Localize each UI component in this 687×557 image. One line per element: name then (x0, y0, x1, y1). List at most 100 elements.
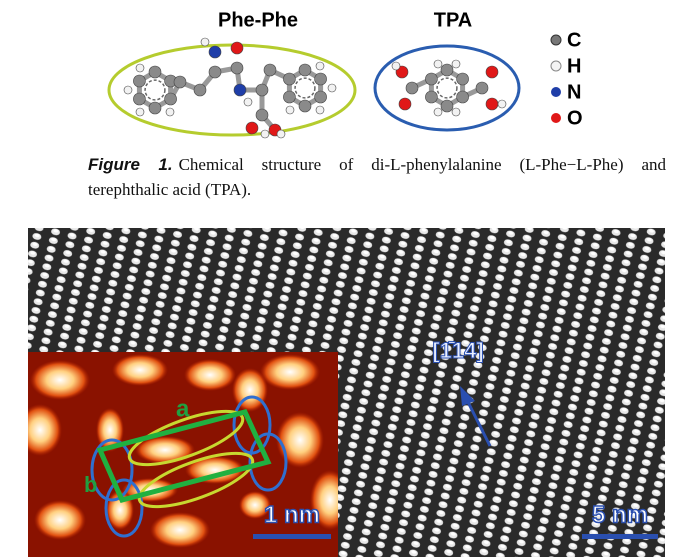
stm-lattice (28, 228, 665, 557)
aromatic-ring (144, 79, 166, 101)
legend-ball (550, 60, 562, 72)
atom (133, 92, 146, 106)
atom (298, 63, 312, 77)
caption-label: Figure 1. (88, 155, 173, 174)
atom (283, 90, 296, 104)
atom (433, 107, 443, 117)
stm-feature (260, 354, 320, 390)
atom (230, 61, 244, 75)
molecule-models (123, 37, 507, 139)
stm-feature (34, 500, 86, 540)
stm-feature (185, 456, 245, 484)
stm-feature (112, 354, 168, 386)
tpa-outline (248, 432, 288, 492)
inset-background (28, 352, 338, 557)
caption-text: Chemical structure of di-L-phenylalanine… (88, 155, 666, 199)
unit-cell (96, 409, 272, 503)
atom (405, 81, 419, 95)
tpa-outline (104, 478, 144, 538)
atom (135, 63, 145, 73)
stm-feature (310, 470, 338, 530)
atom (245, 121, 259, 135)
atom (398, 97, 412, 111)
atom (123, 85, 133, 95)
atom (451, 107, 461, 117)
atom (255, 83, 269, 97)
atom (391, 61, 401, 71)
atom (456, 90, 469, 104)
structure-figure: Phe-Phe TPA C H N O (107, 9, 583, 139)
atom (315, 105, 325, 115)
caption: Figure 1. Chemical structure of di-L-phen… (88, 152, 666, 202)
legend-label: H (567, 55, 581, 77)
atom (133, 74, 146, 88)
tpa-outline (90, 438, 134, 502)
stm-feature (106, 490, 134, 530)
tpa-outline (373, 44, 521, 132)
legend-ball (550, 34, 562, 46)
scale-bar (582, 534, 658, 539)
atom (456, 72, 469, 86)
scale-bar (253, 534, 331, 539)
legend: C H N O (550, 29, 583, 129)
atom (485, 65, 499, 79)
stm-feature (184, 359, 236, 391)
atom (327, 83, 337, 93)
stm-feature (135, 436, 195, 464)
stm-feature (96, 408, 124, 452)
stm-feature (232, 368, 268, 412)
atom (165, 107, 175, 117)
direction-label: [1̄14] (432, 338, 483, 363)
legend-label: N (567, 81, 581, 103)
atom (497, 99, 507, 109)
atom (451, 59, 461, 69)
atom (193, 83, 207, 97)
legend-ball (551, 113, 561, 123)
phe-outline (137, 451, 255, 509)
aromatic-ring (294, 77, 316, 99)
inset: a b 1 nm (28, 352, 338, 557)
atom (208, 65, 222, 79)
stm-feature (150, 512, 210, 548)
atom (433, 59, 443, 69)
stm-feature (28, 404, 62, 456)
atom (135, 107, 145, 117)
atom (298, 99, 312, 113)
scale-label: 5 nm (592, 501, 648, 528)
direction-arrow (464, 397, 492, 447)
atom (283, 72, 296, 86)
atom (208, 45, 222, 59)
stm-feature (239, 491, 271, 519)
legend-label: C (567, 29, 581, 51)
inset-label: b (84, 472, 97, 497)
tpa-outline (232, 395, 272, 455)
stm-feature (122, 478, 178, 502)
atom (440, 63, 454, 77)
atom (315, 61, 325, 71)
atom (285, 105, 295, 115)
atom (173, 75, 187, 89)
atom (440, 99, 454, 113)
atom (314, 90, 327, 104)
atom (255, 108, 269, 122)
inset-blobs (28, 354, 338, 548)
stm-feature (276, 412, 324, 468)
atom (260, 129, 270, 139)
atom (164, 92, 177, 106)
atom (148, 65, 162, 79)
atom (276, 129, 286, 139)
molecule-label: TPA (434, 9, 473, 31)
atom (425, 72, 438, 86)
scale-label: 1 nm (264, 501, 320, 528)
atom (263, 63, 277, 77)
atom (314, 72, 327, 86)
legend-ball (551, 87, 561, 97)
atom (425, 90, 438, 104)
atom (200, 37, 210, 47)
atom (475, 81, 489, 95)
atom (230, 41, 244, 55)
aromatic-ring (436, 77, 458, 99)
molecule-label: Phe-Phe (218, 9, 298, 31)
legend-label: O (567, 107, 583, 129)
